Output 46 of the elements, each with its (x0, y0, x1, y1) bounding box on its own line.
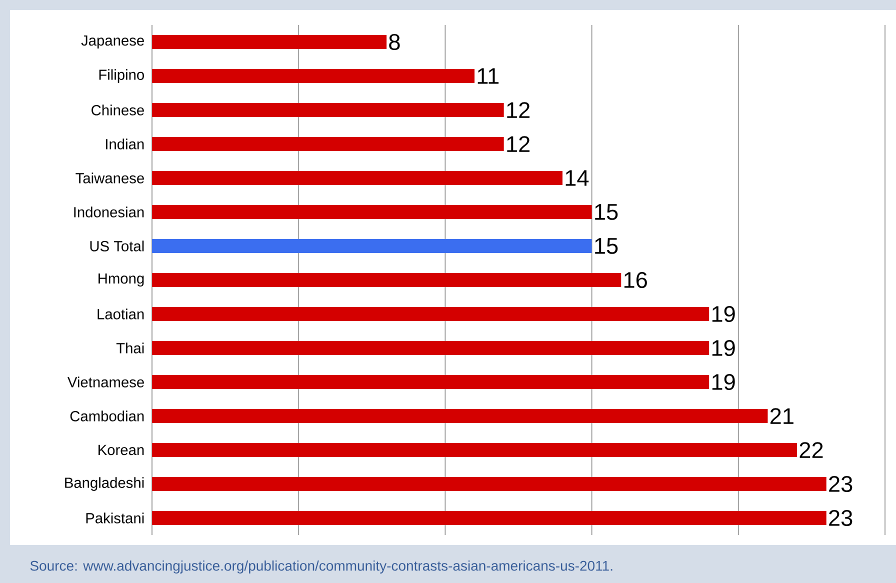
data-label: 21 (770, 408, 794, 424)
bar (152, 205, 592, 219)
bar (152, 103, 504, 117)
bar (152, 443, 798, 457)
bar (152, 171, 562, 185)
data-label: 19 (712, 374, 735, 390)
y-tick-label: Vietnamese (68, 376, 144, 388)
data-label: 8 (389, 34, 400, 50)
y-tick-label: Indian (106, 138, 144, 150)
data-label: 15 (595, 238, 618, 254)
data-label: 23 (829, 510, 852, 526)
bar (152, 477, 826, 491)
y-tick-label: Laotian (98, 308, 144, 320)
data-label: 19 (712, 306, 735, 322)
data-label: 11 (478, 68, 499, 84)
bar (152, 409, 768, 423)
bar (152, 307, 710, 321)
data-label: 14 (566, 170, 589, 186)
y-tick-label: Cambodian (70, 410, 144, 422)
bar (152, 341, 710, 355)
data-label: 12 (507, 136, 530, 152)
y-tick-label: Pakistani (86, 512, 144, 524)
y-tick-label: Bangladeshi (65, 477, 144, 491)
source-note: Source: www.advancingjustice.org/publication/community-contrasts-asian-americans-us-2011. (30, 560, 612, 574)
y-tick-label: Japanese (81, 35, 144, 49)
y-tick-label: US Total (90, 240, 144, 252)
bar (152, 375, 710, 389)
bar (152, 511, 826, 525)
data-label: 19 (712, 340, 735, 356)
bar (152, 69, 475, 83)
bar (152, 137, 504, 151)
bar (152, 273, 622, 287)
y-tick-label: Hmong (98, 273, 144, 287)
bar (152, 239, 592, 253)
data-label: 12 (507, 102, 530, 118)
data-label: 22 (800, 442, 823, 458)
y-tick-label: Taiwanese (76, 172, 144, 184)
data-label: 16 (624, 272, 647, 288)
data-label: 23 (829, 476, 852, 492)
y-tick-label: Chinese (92, 104, 144, 116)
y-tick-label: Filipino (99, 69, 144, 83)
bar (152, 35, 387, 49)
y-tick-label: Korean (98, 444, 144, 456)
data-label: 15 (595, 204, 618, 220)
y-tick-label: Thai (116, 342, 144, 354)
y-tick-label: Indonesian (74, 206, 144, 218)
